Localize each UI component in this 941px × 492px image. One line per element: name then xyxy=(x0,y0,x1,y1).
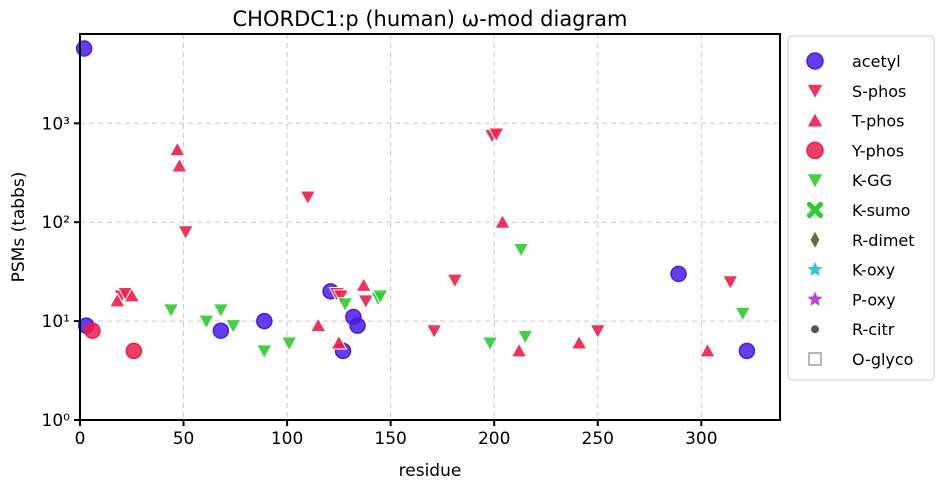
legend-marker-k-gg xyxy=(806,173,824,190)
point-t-phos xyxy=(355,276,373,292)
point-k-gg xyxy=(224,319,242,335)
point-y-phos xyxy=(125,342,143,360)
point-t-phos xyxy=(570,334,588,350)
legend: acetyl S-phos T-phos Y-phos K-GG K-sumo R-dime… xyxy=(787,35,935,381)
legend-label-k-sumo: K-sumo xyxy=(852,201,910,220)
point-t-phos xyxy=(168,141,186,157)
point-k-gg xyxy=(481,336,499,352)
point-s-phos xyxy=(299,190,317,206)
legend-label-r-citr: R-citr xyxy=(852,320,895,339)
legend-marker-p-oxy xyxy=(807,291,823,306)
legend-marker-t-phos xyxy=(806,111,824,128)
y-tick-label: 10³ xyxy=(42,114,70,134)
point-s-phos xyxy=(332,289,350,305)
point-acetyl xyxy=(256,312,273,330)
point-t-phos xyxy=(108,292,126,308)
point-acetyl xyxy=(670,265,687,283)
y-axis-label: PSMs (tabbs) xyxy=(9,172,29,283)
legend-box xyxy=(787,35,935,381)
legend-label-acetyl: acetyl xyxy=(852,52,901,71)
point-t-phos xyxy=(494,213,511,229)
legend-marker-r-citr xyxy=(811,325,819,334)
legend-marker-s-phos xyxy=(806,83,824,100)
data-points xyxy=(75,40,756,360)
axis-ticks: 0 50 100 150 200 250 300 10⁰ 10¹ 10² 10³ xyxy=(42,114,718,449)
point-t-phos xyxy=(699,342,716,358)
point-k-gg xyxy=(280,336,298,352)
legend-marker-r-dimet xyxy=(810,231,820,248)
x-tick-label: 100 xyxy=(271,429,303,449)
x-tick-label: 150 xyxy=(374,429,406,449)
x-tick-label: 250 xyxy=(582,429,614,449)
point-s-phos xyxy=(177,225,194,241)
x-axis-label: residue xyxy=(399,461,462,481)
point-t-phos xyxy=(123,287,141,303)
legend-marker-k-sumo xyxy=(806,201,824,219)
point-k-gg xyxy=(512,242,530,259)
point-acetyl xyxy=(212,322,230,339)
point-s-phos xyxy=(721,275,739,291)
point-k-gg xyxy=(212,303,230,319)
point-k-gg xyxy=(255,344,273,360)
y-tick-label: 10² xyxy=(42,213,70,233)
point-k-gg xyxy=(336,297,354,313)
x-tick-label: 0 xyxy=(75,429,86,449)
point-s-phos xyxy=(446,273,464,289)
x-tick-label: 200 xyxy=(478,429,510,449)
point-t-phos xyxy=(171,157,188,173)
legend-label-k-oxy: K-oxy xyxy=(852,261,895,280)
y-tick-label: 10¹ xyxy=(42,312,70,332)
point-s-phos xyxy=(357,294,375,310)
legend-label-p-oxy: P-oxy xyxy=(852,290,896,309)
point-s-phos xyxy=(425,324,443,340)
legend-label-y-phos: Y-phos xyxy=(851,141,904,160)
chart-title: CHORDC1:p (human) ω-mod diagram xyxy=(233,7,628,31)
point-k-gg xyxy=(734,306,752,322)
legend-label-k-gg: K-GG xyxy=(852,171,892,190)
legend-label-r-dimet: R-dimet xyxy=(852,231,915,250)
point-t-phos xyxy=(309,317,327,333)
point-acetyl xyxy=(738,342,756,360)
plot-frame xyxy=(79,33,781,421)
legend-marker-k-oxy xyxy=(807,261,823,277)
x-tick-label: 300 xyxy=(685,429,717,449)
point-s-phos xyxy=(487,127,505,143)
point-k-gg xyxy=(516,329,534,345)
legend-label-t-phos: T-phos xyxy=(851,112,905,131)
legend-marker-acetyl xyxy=(806,52,824,70)
point-y-phos xyxy=(84,322,101,339)
point-k-gg xyxy=(162,303,180,319)
point-acetyl xyxy=(349,317,366,334)
y-tick-label: 10⁰ xyxy=(42,411,71,431)
point-t-phos xyxy=(330,334,348,350)
x-tick-label: 50 xyxy=(173,429,195,449)
point-k-gg xyxy=(197,314,215,330)
legend-label-s-phos: S-phos xyxy=(852,82,906,101)
legend-marker-o-glyco xyxy=(808,352,822,366)
point-k-gg xyxy=(371,289,389,305)
legend-marker-y-phos xyxy=(806,141,824,160)
point-acetyl xyxy=(75,40,93,57)
legend-label-o-glyco: O-glyco xyxy=(852,350,913,369)
point-s-phos xyxy=(589,324,607,340)
point-t-phos xyxy=(510,342,528,358)
